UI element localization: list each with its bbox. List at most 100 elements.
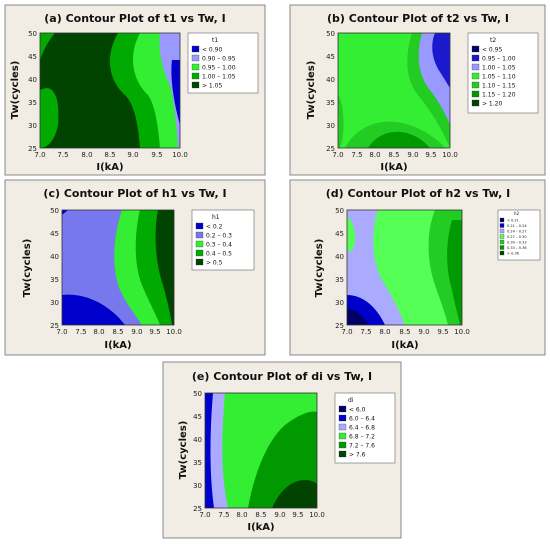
x-tick-label: 10.0	[454, 328, 470, 336]
legend-label: 0.90 – 0.95	[202, 56, 236, 63]
contour-region	[347, 215, 356, 252]
contour-region	[272, 480, 317, 508]
panel-d-ylabel: Tw(cycles)	[314, 239, 325, 298]
x-tick-label: 10.0	[442, 151, 458, 159]
x-tick-label: 10.0	[309, 511, 325, 519]
legend-label: 0.3 – 0.4	[206, 242, 232, 249]
panel-b-contours	[338, 33, 450, 148]
panel-e-xticks: 7.0 7.5 8.0 8.5 9.0 9.5 10.0	[199, 511, 324, 519]
x-tick-label: 7.0	[332, 151, 343, 159]
panel-c-plot-border	[61, 209, 175, 326]
contour-region	[205, 393, 214, 508]
legend-label: 0.24 – 0.27	[507, 230, 527, 234]
legend-entries: < 0.2 0.2 – 0.3 0.3 – 0.4 0.4 – 0.5 > 0.5	[195, 222, 232, 267]
panel-d-xlabel: I(kA)	[391, 340, 418, 351]
y-tick-label: 30	[193, 482, 202, 490]
x-tick-label: 9.5	[151, 151, 162, 159]
panel-e-title: (e) Contour Plot of di vs Tw, I	[192, 370, 372, 383]
panel-d-legend: h2 < 0.210.21 – 0.24 0.24 – 0.270.27 – 0.…	[497, 209, 541, 261]
contour-region	[155, 210, 174, 325]
legend-box	[467, 32, 539, 114]
legend-label: < 0.95	[482, 47, 502, 54]
panel-d: (d) Contour Plot of h2 vs Tw, I 50 45 40…	[289, 179, 546, 356]
legend-title: di	[348, 397, 354, 404]
x-tick-label: 8.0	[379, 328, 390, 336]
panel-b-xlabel: I(kA)	[380, 162, 407, 173]
panel-b: (b) Contour Plot of t2 vs Tw, I 50 45 40…	[289, 4, 546, 176]
contour-region	[62, 210, 68, 215]
panel-a-xticks: 7.0 7.5 8.0 8.5 9.0 9.5 10.0	[34, 151, 187, 159]
legend-box	[187, 32, 259, 94]
legend-swatch	[191, 72, 200, 80]
legend-title: t1	[212, 37, 218, 44]
legend-entries: < 0.95 0.95 – 1.00 1.00 – 1.05 1.05 – 1.10 1…	[471, 45, 516, 108]
y-tick-label: 40	[28, 76, 37, 84]
x-tick-label: 10.0	[166, 328, 182, 336]
y-tick-label: 35	[28, 99, 37, 107]
x-tick-label: 8.5	[255, 511, 266, 519]
legend-swatch	[499, 239, 505, 245]
legend-label: 0.21 – 0.24	[507, 224, 527, 228]
legend-swatch	[471, 81, 480, 89]
panel-c-contours	[62, 210, 174, 325]
x-tick-label: 8.5	[399, 328, 410, 336]
panel-b-xticks: 7.0 7.5 8.0 8.5 9.0 9.5 10.0	[332, 151, 457, 159]
panel-b-ylabel: Tw(cycles)	[306, 61, 317, 120]
legend-label: < 0.21	[507, 219, 519, 223]
y-tick-label: 45	[335, 230, 344, 238]
panel-d-xticks: 7.0 7.5 8.0 8.5 9.0 9.5 10.0	[341, 328, 469, 336]
y-tick-label: 40	[193, 436, 202, 444]
legend-title: t2	[490, 37, 496, 44]
legend-label: > 1.20	[482, 101, 502, 108]
legend-swatch	[499, 217, 505, 223]
contour-region	[447, 220, 462, 325]
x-tick-label: 7.0	[34, 151, 45, 159]
y-tick-label: 40	[50, 253, 59, 261]
y-tick-label: 25	[335, 322, 344, 330]
legend-box	[497, 209, 541, 261]
legend-swatch	[471, 63, 480, 71]
legend-label: 6.4 – 6.8	[349, 425, 375, 432]
panel-b-yticks: 50 45 40 35 30 25	[326, 30, 335, 153]
panel-a-xlabel: I(kA)	[96, 162, 123, 173]
x-tick-label: 10.0	[172, 151, 188, 159]
legend-swatch	[499, 250, 505, 256]
x-tick-label: 7.0	[341, 328, 352, 336]
legend-swatch	[499, 234, 505, 239]
y-tick-label: 45	[326, 53, 335, 61]
legend-swatch	[195, 249, 204, 257]
x-tick-label: 8.0	[369, 151, 380, 159]
legend-title: h2	[514, 211, 520, 216]
legend-label: 6.0 – 6.4	[349, 416, 375, 423]
x-tick-label: 8.5	[112, 328, 123, 336]
y-tick-label: 40	[335, 253, 344, 261]
legend-label: 1.05 – 1.10	[482, 74, 516, 81]
panel-a-plot-border	[39, 32, 181, 149]
y-tick-label: 50	[326, 30, 335, 38]
panel-e-xlabel: I(kA)	[247, 522, 274, 533]
panel-d-title: (d) Contour Plot of h2 vs Tw, I	[326, 187, 511, 200]
x-tick-label: 9.0	[407, 151, 418, 159]
legend-label: < 0.90	[202, 47, 222, 54]
x-tick-label: 8.0	[81, 151, 92, 159]
panel-d-yticks: 50 45 40 35 30 25	[335, 207, 344, 330]
panel-e: (e) Contour Plot of di vs Tw, I 50 45 40…	[162, 361, 402, 539]
x-tick-label: 9.0	[127, 151, 138, 159]
legend-swatch	[191, 81, 200, 89]
contour-region	[171, 60, 180, 125]
y-tick-label: 25	[193, 505, 202, 513]
legend-swatch	[471, 45, 480, 53]
legend-label: 1.10 – 1.15	[482, 83, 516, 90]
panel-e-ylabel: Tw(cycles)	[178, 421, 189, 480]
legend-label: 0.27 – 0.30	[507, 235, 527, 239]
x-tick-label: 7.5	[360, 328, 371, 336]
legend-swatch	[338, 414, 347, 422]
legend-swatch	[471, 99, 480, 107]
x-tick-label: 7.5	[351, 151, 362, 159]
x-tick-label: 7.5	[57, 151, 68, 159]
y-tick-label: 45	[28, 53, 37, 61]
panel-a-legend: t1 < 0.90 0.90 – 0.95 0.95 – 1.00 1.00 – 1.…	[187, 32, 259, 94]
y-tick-label: 50	[335, 207, 344, 215]
legend-swatch	[471, 54, 480, 62]
